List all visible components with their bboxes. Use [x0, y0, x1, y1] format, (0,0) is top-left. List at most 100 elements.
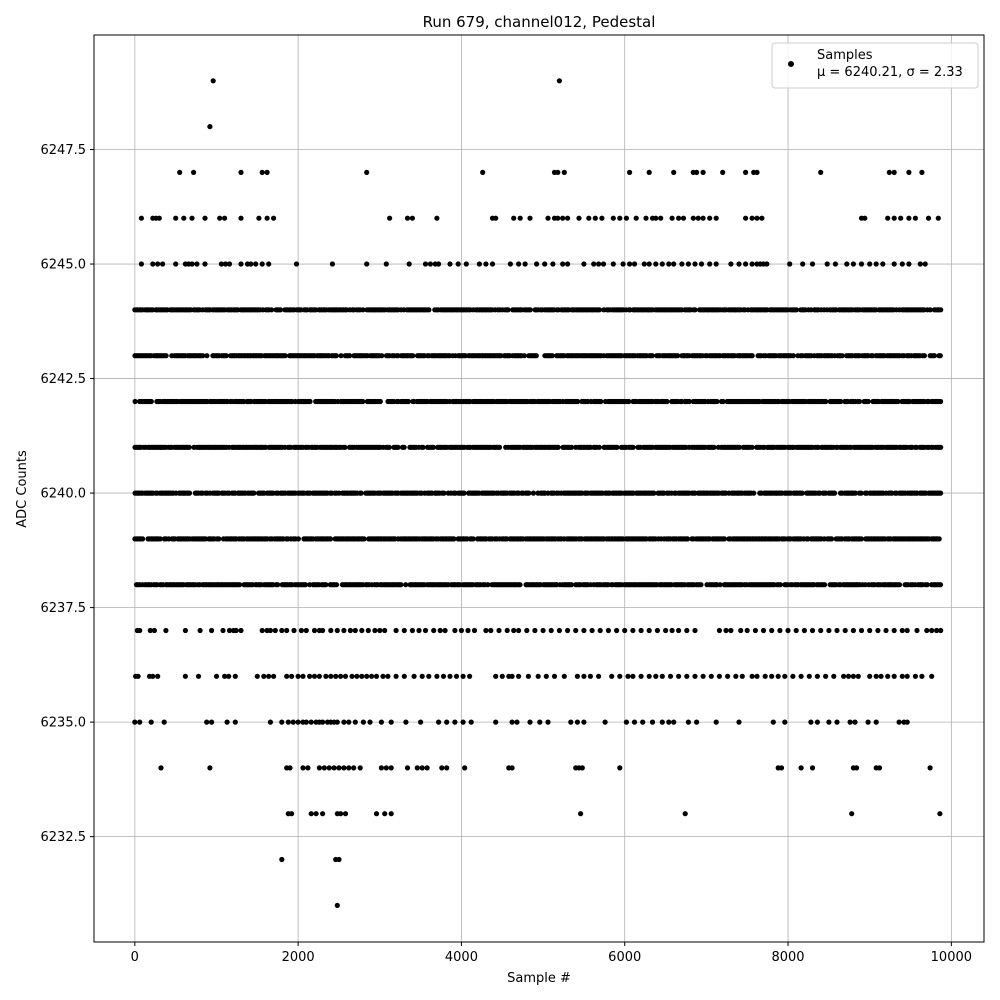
data-point: [818, 169, 824, 175]
data-point: [217, 215, 223, 221]
data-point: [238, 627, 244, 634]
data-point: [666, 719, 672, 725]
data-point: [461, 490, 467, 496]
data-point: [743, 215, 749, 221]
data-point: [237, 582, 243, 588]
data-point: [329, 261, 335, 267]
data-point: [790, 673, 796, 679]
data-point: [267, 627, 273, 634]
data-point: [216, 536, 222, 542]
data-point: [555, 215, 561, 221]
data-point: [222, 261, 229, 267]
legend-stats: μ = 6240.21, σ = 2.33: [817, 65, 963, 80]
data-point: [209, 719, 215, 725]
data-point: [148, 398, 154, 405]
data-point: [551, 673, 558, 679]
data-point: [272, 627, 278, 634]
data-point: [716, 627, 723, 634]
data-point: [393, 627, 399, 634]
data-points: [132, 78, 944, 909]
data-point: [555, 444, 561, 450]
legend-marker: [788, 61, 794, 67]
data-point: [323, 582, 329, 588]
data-point: [307, 673, 313, 679]
data-point: [649, 719, 656, 725]
data-point: [460, 719, 466, 725]
data-point: [411, 673, 417, 679]
y-axis-ticks: 6232.5 6235.0 6237.5 6240.0 6242.5 6245.0 6247…: [41, 143, 94, 845]
y-tick-label: 6247.5: [41, 143, 87, 158]
data-point: [669, 215, 675, 221]
data-point: [307, 398, 313, 405]
data-point: [441, 490, 447, 496]
data-point: [177, 169, 183, 175]
data-point: [259, 169, 265, 175]
data-point: [685, 719, 692, 725]
data-point: [378, 719, 384, 725]
data-point: [581, 673, 587, 679]
data-point: [259, 627, 265, 634]
data-point: [850, 627, 857, 634]
data-point: [320, 719, 326, 725]
data-point: [875, 627, 881, 634]
data-point: [259, 261, 265, 267]
data-point: [700, 673, 706, 679]
data-point: [271, 673, 277, 679]
data-point: [302, 582, 309, 588]
data-point: [569, 444, 575, 450]
data-point: [739, 673, 745, 679]
data-point: [303, 627, 309, 634]
data-point: [713, 719, 719, 725]
data-point: [347, 627, 353, 634]
data-point: [323, 673, 329, 679]
data-point: [137, 719, 143, 725]
data-point: [365, 627, 371, 634]
data-point: [834, 627, 840, 634]
data-point: [886, 169, 892, 175]
data-point: [290, 719, 296, 725]
data-point: [654, 627, 661, 634]
data-point: [442, 627, 448, 634]
data-point: [431, 627, 437, 634]
data-point: [182, 673, 188, 679]
data-point: [707, 261, 713, 267]
data-point: [410, 353, 416, 359]
data-point: [760, 627, 767, 634]
data-point: [189, 215, 195, 221]
data-point: [532, 627, 538, 634]
data-point: [646, 673, 652, 679]
data-point: [404, 215, 411, 221]
data-point: [548, 627, 554, 634]
data-point: [596, 673, 602, 679]
data-point: [279, 627, 285, 634]
data-point: [676, 627, 682, 634]
data-point: [698, 261, 705, 267]
data-point: [895, 398, 901, 405]
data-point: [854, 765, 860, 771]
data-point: [666, 261, 672, 267]
y-tick-label: 6240.0: [41, 487, 87, 502]
data-point: [222, 215, 228, 221]
data-point: [690, 215, 696, 221]
data-point: [282, 353, 288, 359]
data-point: [891, 261, 897, 267]
data-point: [150, 673, 156, 679]
data-point: [904, 673, 910, 679]
data-point: [924, 582, 930, 588]
data-point: [151, 627, 157, 634]
data-point: [630, 627, 636, 634]
data-point: [589, 627, 595, 634]
data-point: [694, 719, 700, 725]
data-point: [782, 673, 788, 679]
data-point: [597, 627, 603, 634]
data-point: [147, 627, 153, 634]
data-point: [899, 673, 905, 679]
data-point: [852, 719, 858, 725]
data-point: [275, 582, 281, 588]
data-point: [814, 719, 821, 725]
data-point: [744, 627, 750, 634]
data-point: [138, 215, 144, 221]
data-point: [937, 811, 943, 817]
data-point: [436, 719, 442, 725]
data-point: [284, 673, 290, 679]
